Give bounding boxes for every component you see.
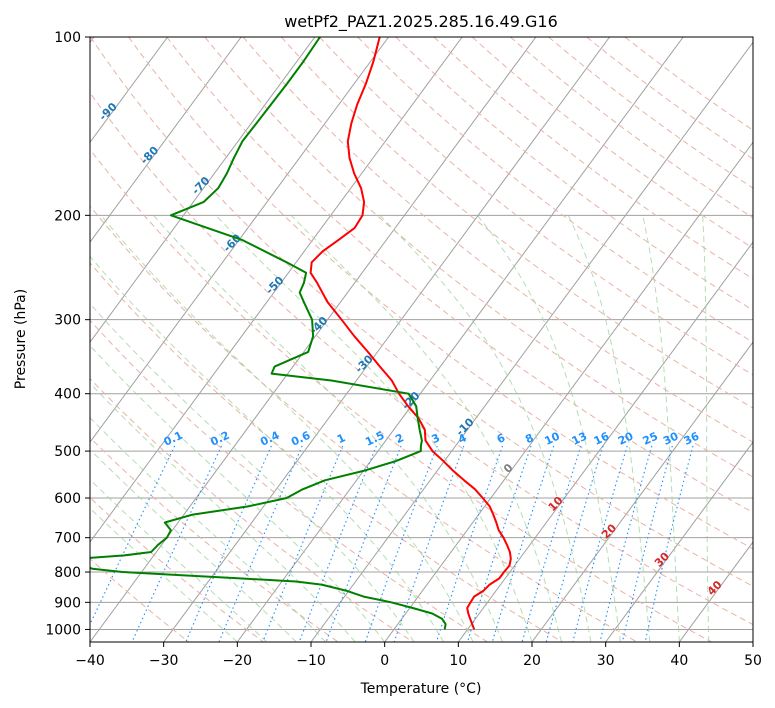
mixing-ratio-label: 36: [682, 429, 702, 447]
moist-adiabat-line: [90, 344, 386, 642]
moist-adiabat-line: [153, 214, 503, 642]
moist-adiabat-line: [642, 215, 680, 642]
isotherm-line: [531, 341, 753, 642]
moist-adiabat-line: [90, 507, 238, 642]
dry-adiabat-line: [395, 37, 753, 311]
moist-adiabat-line: [100, 214, 474, 642]
dry-adiabat-line: [433, 37, 753, 280]
y-tick-label: 200: [54, 208, 81, 224]
moist-adiabat-line: [215, 214, 533, 642]
x-axis-title: Temperature (°C): [360, 681, 482, 697]
y-tick-label: 100: [54, 30, 81, 46]
dry-adiabat-line: [242, 37, 753, 443]
y-tick-label: 800: [54, 565, 81, 581]
x-tick-label: −30: [149, 653, 179, 669]
mixing-ratio-label: 25: [641, 430, 660, 448]
y-tick-label: 900: [54, 595, 81, 611]
dry-adiabat-line: [204, 37, 753, 478]
mixing-ratio-label: 10: [543, 429, 563, 447]
dry-adiabat-line: [90, 148, 712, 642]
y-axis-title: Pressure (hPa): [13, 289, 29, 389]
mixing-ratio-line: [364, 445, 438, 642]
x-tick-label: 50: [744, 653, 762, 669]
isotherm-line: [90, 37, 169, 144]
dry-adiabat-line: [280, 37, 753, 409]
x-tick-label: −20: [223, 653, 253, 669]
y-tick-label: 400: [54, 387, 81, 403]
dry-adiabat-line: [90, 319, 488, 642]
x-tick-label: 30: [597, 653, 615, 669]
x-tick-label: −40: [75, 653, 105, 669]
plot-frame: [89, 36, 754, 643]
y-tick-label: 1000: [45, 622, 81, 638]
chart-title: wetPf2_PAZ1.2025.285.16.49.G16: [284, 12, 558, 32]
dry-adiabat-line: [90, 205, 638, 642]
dewpoint-profile-line: [90, 37, 447, 630]
y-tick-label: 300: [54, 313, 81, 329]
isotherm-line: [384, 141, 753, 642]
mixing-ratio-line: [90, 445, 176, 626]
isotherm-line: [90, 37, 390, 443]
dry-adiabat-line: [510, 37, 753, 219]
mixing-ratio-label: 16: [592, 429, 612, 447]
moist-adiabat-line: [90, 478, 268, 642]
x-tick-label: 10: [449, 653, 467, 669]
isotherm-line: [163, 37, 611, 642]
dry-adiabat-line: [319, 37, 753, 376]
y-tick-label: 600: [54, 491, 81, 507]
x-tick-label: 0: [380, 653, 389, 669]
mixing-ratio-label: 30: [661, 429, 681, 447]
y-tick-label: 500: [54, 444, 81, 460]
mixing-ratio-line: [466, 445, 532, 642]
x-tick-label: −10: [296, 653, 326, 669]
moist-adiabat-line: [476, 214, 621, 642]
moist-adiabat-line: [90, 255, 445, 642]
moist-adiabat-line: [90, 382, 356, 642]
isotherm-line: [236, 37, 684, 642]
mixing-ratio-line: [131, 445, 222, 642]
dry-adiabat-line: [357, 37, 753, 343]
moist-adiabat-line: [90, 416, 327, 642]
moist-adiabat-line: [702, 215, 710, 642]
dry-adiabat-line: [90, 262, 563, 642]
x-tick-label: 20: [523, 653, 541, 669]
isotherm-line: [310, 41, 753, 642]
isotherm-line: [90, 37, 316, 343]
mixing-ratio-line: [435, 445, 504, 642]
moist-adiabat-line: [90, 448, 297, 642]
moist-adiabat-line: [90, 303, 415, 642]
dry-adiabat-line: [90, 496, 264, 642]
moist-adiabat-line: [290, 214, 562, 642]
axis-layer: −40 −30 −20 −10 0 10 20 30 40 50 1000 900 800 700 600 5…: [45, 30, 762, 669]
mixing-ratio-label: 13: [570, 430, 589, 448]
mixing-ratio-label: 20: [616, 429, 636, 447]
x-tick-label: 40: [670, 653, 688, 669]
mixing-ratio-line: [491, 445, 555, 642]
isotherm-line: [605, 441, 753, 642]
mixing-ratio-line: [262, 445, 344, 642]
mixing-ratio-line: [393, 445, 465, 642]
dry-adiabat-line: [548, 37, 753, 189]
plot-area: [90, 37, 753, 642]
y-tick-label: 700: [54, 531, 81, 547]
isotherm-line: [457, 241, 753, 642]
mixing-ratio-line: [298, 445, 377, 642]
temperature-profile-line: [309, 37, 512, 630]
dry-adiabat-line: [166, 37, 753, 514]
isotherm-line: [90, 37, 463, 543]
isotherm-line: [90, 37, 242, 243]
moist-adiabat-line: [567, 215, 651, 642]
